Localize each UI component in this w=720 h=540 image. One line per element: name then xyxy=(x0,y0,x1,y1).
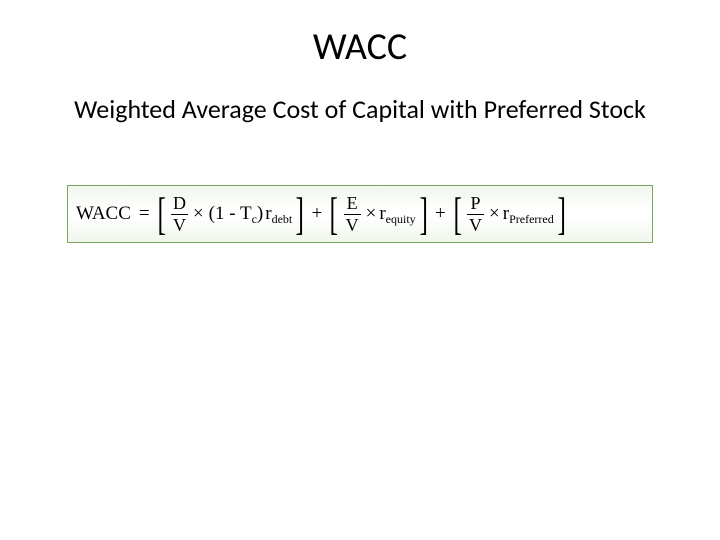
times-icon: × xyxy=(193,203,204,225)
times-icon: × xyxy=(489,203,500,225)
term-preferred: [ P V × r Preferred ] xyxy=(450,193,569,234)
denominator: V xyxy=(344,216,361,235)
tax-rparen: ) xyxy=(257,203,263,225)
tax-subscript: c xyxy=(252,212,257,227)
plus-sign: + xyxy=(312,203,323,225)
equals-sign: = xyxy=(139,203,150,225)
page-title: WACC xyxy=(0,0,720,70)
plus-sign: + xyxy=(435,203,446,225)
numerator: D xyxy=(171,194,188,213)
right-bracket-icon: ] xyxy=(419,193,427,234)
left-bracket-icon: [ xyxy=(330,193,338,234)
r-subscript: equity xyxy=(386,212,416,227)
page-subtitle: Weighted Average Cost of Capital with Pr… xyxy=(0,70,720,125)
left-bracket-icon: [ xyxy=(157,193,165,234)
denominator: V xyxy=(467,216,484,235)
formula-box: WACC = [ D V × (1 - T c ) r debt ] + xyxy=(67,185,653,243)
fraction-p-v: P V xyxy=(467,194,484,235)
r-debt: r debt xyxy=(265,203,292,225)
term-debt: [ D V × (1 - T c ) r debt ] xyxy=(154,193,308,234)
times-icon: × xyxy=(366,203,377,225)
r-subscript: debt xyxy=(272,212,293,227)
denominator: V xyxy=(171,216,188,235)
formula-label: WACC xyxy=(76,203,131,225)
tax-lparen: (1 - T xyxy=(209,203,252,225)
tax-term: (1 - T c ) xyxy=(209,203,264,225)
r-subscript: Preferred xyxy=(509,212,554,227)
left-bracket-icon: [ xyxy=(453,193,461,234)
right-bracket-icon: ] xyxy=(296,193,304,234)
r-equity: r equity xyxy=(379,203,415,225)
term-equity: [ E V × r equity ] xyxy=(326,193,431,234)
numerator: P xyxy=(469,194,483,213)
right-bracket-icon: ] xyxy=(557,193,565,234)
numerator: E xyxy=(345,194,360,213)
fraction-d-v: D V xyxy=(171,194,188,235)
fraction-e-v: E V xyxy=(344,194,361,235)
r-preferred: r Preferred xyxy=(503,203,554,225)
wacc-formula: WACC = [ D V × (1 - T c ) r debt ] + xyxy=(76,193,569,234)
